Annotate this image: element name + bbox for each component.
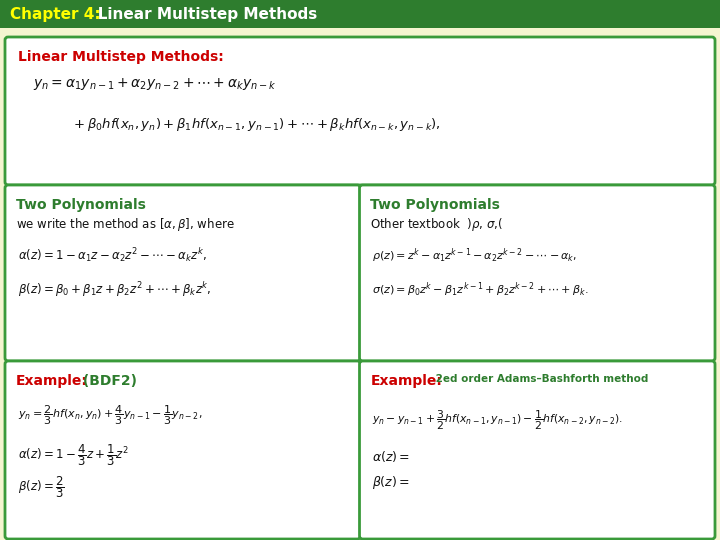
Text: Two Polynomials: Two Polynomials (371, 198, 500, 212)
Text: $\beta(z) = \beta_0 + \beta_1 z + \beta_2 z^2 + \cdots + \beta_k z^k,$: $\beta(z) = \beta_0 + \beta_1 z + \beta_… (18, 280, 212, 299)
Text: $\quad + \beta_0 hf(x_n, y_n) + \beta_1 hf(x_{n-1}, y_{n-1}) + \cdots + \beta_k : $\quad + \beta_0 hf(x_n, y_n) + \beta_1 … (58, 116, 441, 133)
Text: $\beta(z) = \dfrac{2}{3}$: $\beta(z) = \dfrac{2}{3}$ (18, 474, 65, 500)
Text: Chapter 4:: Chapter 4: (10, 6, 101, 22)
FancyBboxPatch shape (5, 185, 361, 361)
Text: $\sigma(z) = \beta_0 z^k - \beta_1 z^{k-1} + \beta_2 z^{k-2} + \cdots + \beta_k.: $\sigma(z) = \beta_0 z^k - \beta_1 z^{k-… (372, 280, 589, 299)
Text: Two Polynomials: Two Polynomials (16, 198, 146, 212)
FancyBboxPatch shape (359, 185, 715, 361)
Text: Example:: Example: (16, 374, 88, 388)
Text: Linear Multistep Methods: Linear Multistep Methods (82, 6, 318, 22)
Text: $y_n = \alpha_1 y_{n-1} + \alpha_2 y_{n-2} + \cdots + \alpha_k y_{n-k}$: $y_n = \alpha_1 y_{n-1} + \alpha_2 y_{n-… (33, 76, 276, 92)
FancyBboxPatch shape (5, 361, 361, 539)
Text: $\alpha(z) = 1 - \dfrac{4}{3} z + \dfrac{1}{3} z^2$: $\alpha(z) = 1 - \dfrac{4}{3} z + \dfrac… (18, 442, 129, 468)
Text: $\beta(z) = $: $\beta(z) = $ (372, 474, 410, 491)
Text: $y_n - y_{n-1} + \dfrac{3}{2} hf(x_{n-1}, y_{n-1}) - \dfrac{1}{2} hf(x_{n-2}, y_: $y_n - y_{n-1} + \dfrac{3}{2} hf(x_{n-1}… (372, 409, 624, 433)
FancyBboxPatch shape (359, 361, 715, 539)
Text: Other textbook  )$\rho$, $\sigma$,(: Other textbook )$\rho$, $\sigma$,( (371, 216, 503, 233)
Text: (BDF2): (BDF2) (78, 374, 137, 388)
Text: Example:: Example: (371, 374, 442, 388)
Text: 2ed order Adams–Bashforth method: 2ed order Adams–Bashforth method (433, 374, 649, 384)
Text: $\alpha(z) = 1 - \alpha_1 z - \alpha_2 z^2 - \cdots - \alpha_k z^k,$: $\alpha(z) = 1 - \alpha_1 z - \alpha_2 z… (18, 246, 207, 264)
Bar (0, 0, 720, 28)
Text: $y_n = \dfrac{2}{3} hf(x_n, y_n) + \dfrac{4}{3} y_{n-1} - \dfrac{1}{3} y_{n-2},$: $y_n = \dfrac{2}{3} hf(x_n, y_n) + \dfra… (18, 404, 202, 428)
FancyBboxPatch shape (5, 37, 715, 185)
Text: $\alpha(z) = $: $\alpha(z) = $ (372, 449, 410, 464)
Text: Linear Multistep Methods:: Linear Multistep Methods: (18, 50, 224, 64)
Text: we write the method as $[\alpha, \beta]$, where: we write the method as $[\alpha, \beta]$… (16, 216, 235, 233)
Text: $\rho(z) = z^k - \alpha_1 z^{k-1} - \alpha_2 z^{k-2} - \cdots - \alpha_k,$: $\rho(z) = z^k - \alpha_1 z^{k-1} - \alp… (372, 246, 577, 265)
